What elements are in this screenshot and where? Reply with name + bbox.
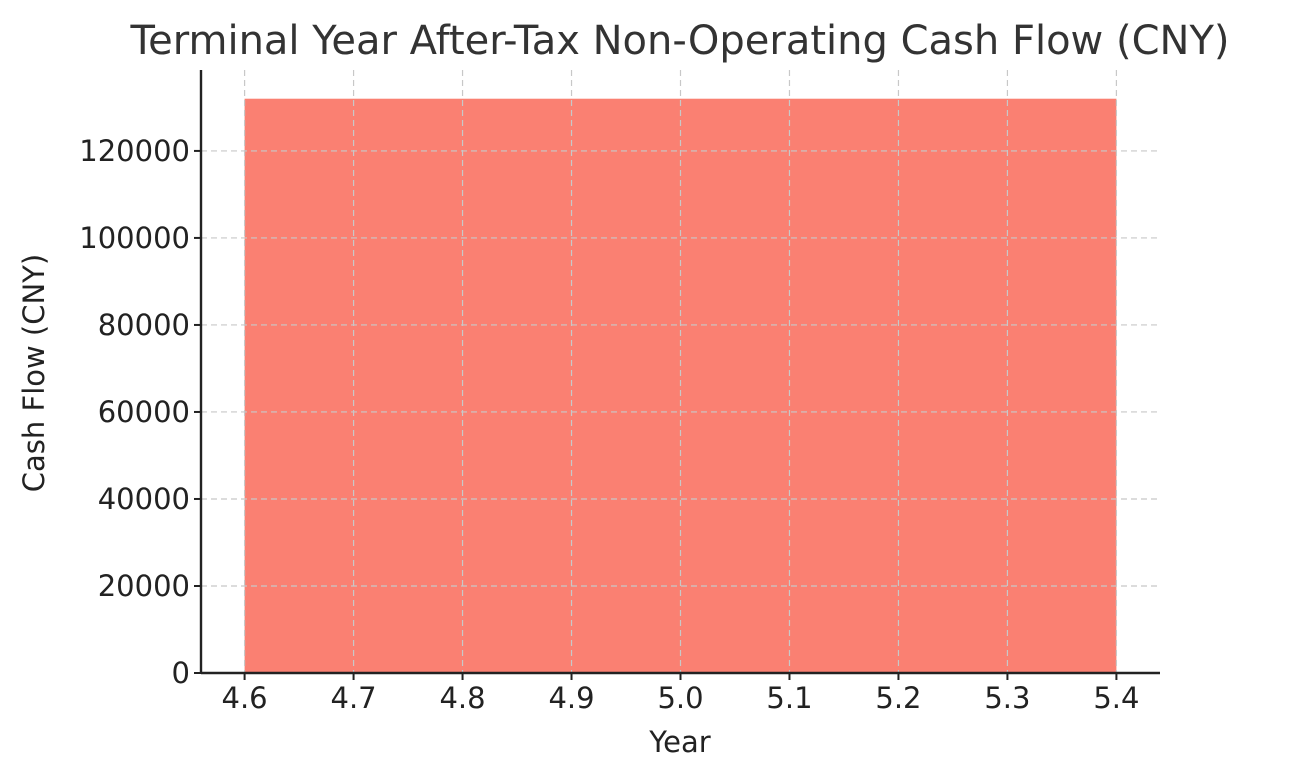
- ticks: 4.6 4.7 4.8 4.9 5.0 5.1 5.2 5.3 5.4 0 20000 40000 60…: [79, 134, 1139, 715]
- x-tick-label: 5.2: [875, 681, 921, 715]
- y-tick-label: 100000: [79, 221, 190, 255]
- x-tick-label: 5.3: [984, 681, 1030, 715]
- y-tick-label: 80000: [98, 308, 190, 342]
- y-tick-label: 20000: [98, 569, 190, 603]
- y-tick-label: 60000: [98, 395, 190, 429]
- x-axis-label: Year: [648, 725, 710, 759]
- x-tick-label: 5.1: [766, 681, 812, 715]
- grid: [201, 70, 1160, 674]
- y-tick-label: 120000: [79, 134, 190, 168]
- x-tick-label: 4.7: [331, 681, 377, 715]
- x-tick-label: 5.4: [1093, 681, 1139, 715]
- chart-title: Terminal Year After-Tax Non-Operating Ca…: [130, 18, 1230, 64]
- y-tick-label: 40000: [98, 482, 190, 516]
- x-tick-label: 4.8: [439, 681, 485, 715]
- x-tick-label: 4.9: [548, 681, 594, 715]
- x-tick-label: 5.0: [657, 681, 703, 715]
- x-tick-label: 4.6: [222, 681, 268, 715]
- y-axis-label: Cash Flow (CNY): [17, 254, 51, 492]
- y-tick-label: 0: [172, 656, 190, 690]
